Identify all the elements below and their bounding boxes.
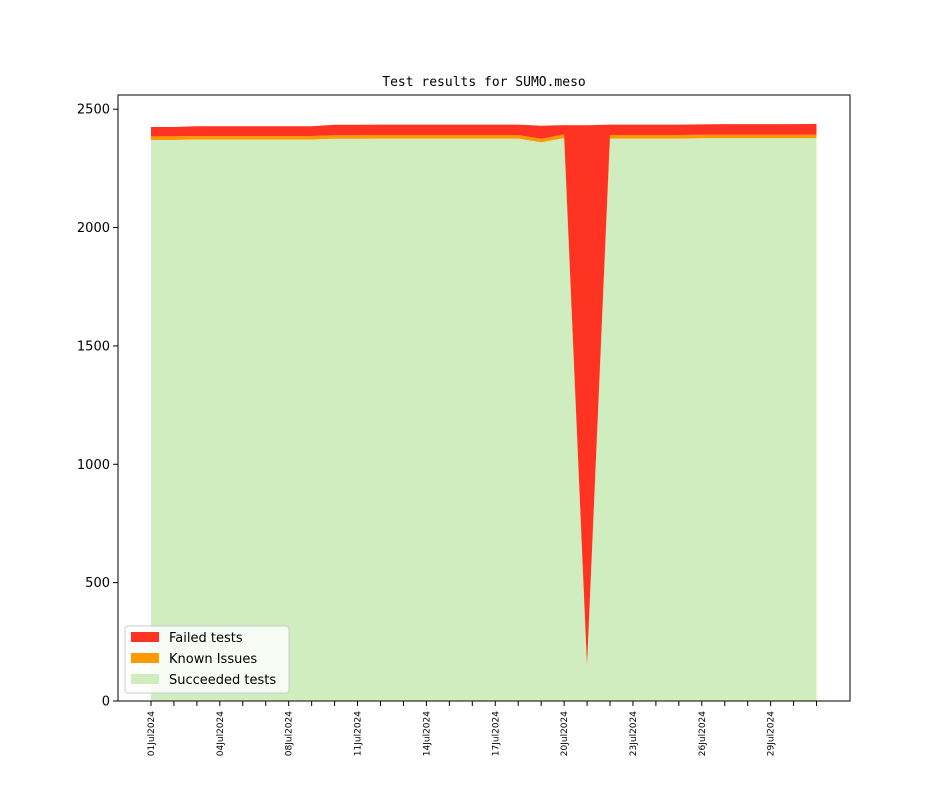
area-succeeded-tests [151, 138, 817, 702]
legend-label-succeeded-tests: Succeeded tests [169, 673, 276, 688]
x-tick-label: 23Jul2024 [629, 711, 639, 756]
x-tick-label: 26Jul2024 [698, 711, 708, 756]
legend-label-known-issues: Known Issues [169, 652, 257, 667]
legend: Failed tests Known Issues Succeeded tests [124, 625, 290, 694]
x-tick-label: 29Jul2024 [767, 711, 777, 756]
area-layers [151, 123, 817, 702]
y-tick-label: 2500 [77, 103, 110, 118]
legend-swatch-known-issues [131, 653, 159, 663]
plot-frame [117, 94, 851, 702]
y-tick-label: 2000 [77, 221, 110, 236]
y-tick-label: 1000 [77, 458, 110, 473]
x-tick-label: 04Jul2024 [216, 711, 226, 756]
x-tick-label: 20Jul2024 [560, 711, 570, 756]
chart-title: Test results for SUMO.meso [382, 75, 586, 90]
x-tick-label: 11Jul2024 [354, 711, 364, 756]
legend-box [124, 625, 290, 694]
x-axis: 01Jul2024 04Jul2024 08Jul2024 11Jul2024 14Ju… [147, 701, 818, 756]
legend-swatch-succeeded-tests [131, 674, 159, 684]
y-tick-label: 500 [85, 576, 110, 591]
y-tick-label: 0 [102, 695, 110, 710]
y-tick-label: 1500 [77, 339, 110, 354]
x-tick-label: 01Jul2024 [147, 711, 157, 756]
legend-swatch-failed-tests [131, 632, 159, 642]
legend-label-failed-tests: Failed tests [169, 631, 243, 646]
y-axis: 0 500 1000 1500 2000 2500 [77, 103, 118, 710]
x-tick-label: 14Jul2024 [422, 711, 432, 756]
x-tick-label: 08Jul2024 [285, 711, 295, 756]
x-tick-label: 17Jul2024 [491, 711, 501, 756]
